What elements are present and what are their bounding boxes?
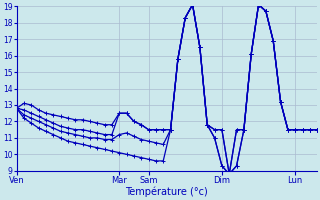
X-axis label: Température (°c): Température (°c) — [125, 187, 208, 197]
